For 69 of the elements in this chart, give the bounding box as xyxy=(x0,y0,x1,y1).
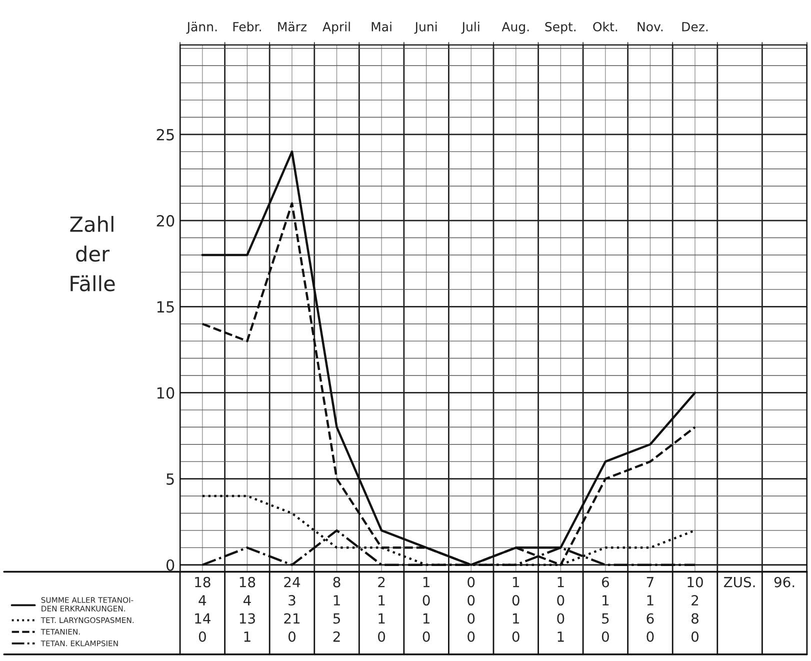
data-label: 1 xyxy=(512,613,520,624)
y-tick-label: 20 xyxy=(156,215,174,227)
data-label: 1 xyxy=(244,632,250,642)
data-label: 8 xyxy=(692,613,698,624)
data-label: 13 xyxy=(240,613,255,624)
data-label: 7 xyxy=(646,577,654,588)
data-label: 0 xyxy=(468,613,475,624)
x-tick-label: Dez. xyxy=(682,22,708,32)
x-tick-label: Juni xyxy=(414,22,437,34)
x-tick-label: Febr. xyxy=(233,22,261,32)
data-label: 24 xyxy=(284,576,300,588)
data-label: 21 xyxy=(284,613,300,624)
data-label: 6 xyxy=(602,576,609,588)
data-label: 5 xyxy=(602,613,609,624)
x-tick-label: März xyxy=(278,22,307,32)
data-label: 0 xyxy=(512,595,520,606)
data-label: 0 xyxy=(422,631,430,642)
data-label: 1 xyxy=(512,577,520,588)
x-tick-label: Nov. xyxy=(638,22,663,32)
data-label: 5 xyxy=(333,613,340,624)
data-label: 0 xyxy=(468,576,475,588)
data-label: 0 xyxy=(468,595,475,606)
data-label: 1 xyxy=(647,595,654,606)
y-tick-label: 25 xyxy=(156,128,174,140)
y-tick-label: 10 xyxy=(157,387,174,399)
data-label: 1 xyxy=(423,577,430,588)
text: 96. xyxy=(774,576,794,588)
data-label: 0 xyxy=(378,631,386,642)
data-label: 1 xyxy=(334,595,340,606)
x-tick-label: Mai xyxy=(372,22,392,32)
y-tick-label: 5 xyxy=(166,473,174,485)
data-label: 2 xyxy=(378,576,385,588)
data-label: 4 xyxy=(243,595,251,606)
data-label: 18 xyxy=(195,576,210,588)
data-label: 0 xyxy=(557,595,564,606)
x-tick-label: April xyxy=(322,22,350,34)
data-label: 4 xyxy=(198,595,206,606)
y-tick-label: 15 xyxy=(157,301,174,313)
x-tick-label: Jänn. xyxy=(186,22,217,34)
data-label: 14 xyxy=(195,613,210,624)
data-label: 0 xyxy=(468,631,475,642)
data-label: 1 xyxy=(558,632,564,642)
data-label: 6 xyxy=(646,613,654,624)
data-label: 2 xyxy=(692,595,698,606)
data-label: 0 xyxy=(422,595,430,606)
data-label: 1 xyxy=(558,577,564,588)
data-label: 1 xyxy=(602,595,609,606)
y-tick-label: 0 xyxy=(166,559,174,571)
data-label: 0 xyxy=(557,613,564,624)
data-label: 3 xyxy=(288,595,296,606)
x-tick-label: Aug. xyxy=(502,22,529,34)
data-label: 10 xyxy=(688,576,703,588)
data-label: 1 xyxy=(378,595,385,606)
data-label: 0 xyxy=(198,631,206,642)
data-label: 0 xyxy=(602,631,609,642)
x-tick-label: Sept. xyxy=(545,22,576,34)
data-label: 1 xyxy=(423,613,430,624)
text: ZUS. xyxy=(724,576,755,588)
data-label: 0 xyxy=(646,631,654,642)
data-label: 18 xyxy=(240,576,256,588)
data-label: 1 xyxy=(378,613,385,624)
y-axis-title: Zahl der Fälle xyxy=(70,216,115,292)
data-label: 8 xyxy=(333,576,340,588)
data-label: 0 xyxy=(512,631,520,642)
x-tick-label: Okt. xyxy=(593,22,618,32)
data-label: 0 xyxy=(288,631,296,642)
x-tick-label: Juli xyxy=(461,22,480,34)
data-label: 2 xyxy=(333,631,340,642)
data-label: 0 xyxy=(691,631,698,642)
